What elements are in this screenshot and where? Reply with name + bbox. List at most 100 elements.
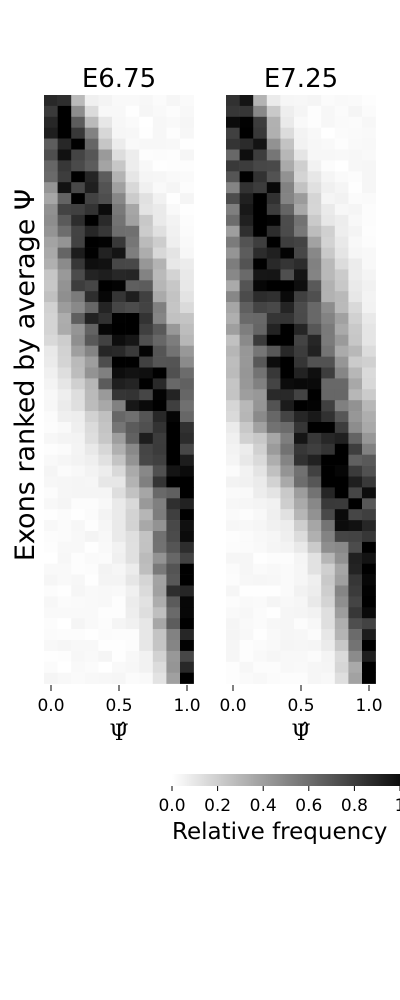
heatmap-cell xyxy=(57,302,72,314)
heatmap-cell xyxy=(71,629,86,641)
heatmap-cell xyxy=(84,487,99,499)
heatmap-cell xyxy=(348,204,363,216)
heatmap-cell xyxy=(348,618,363,630)
heatmap-cell xyxy=(280,650,295,663)
heatmap-cell xyxy=(280,345,295,357)
heatmap-cell xyxy=(307,531,322,543)
heatmap-cell xyxy=(266,258,281,270)
heatmap-cell xyxy=(307,204,322,216)
heatmap-cell xyxy=(44,531,58,543)
heatmap-cell xyxy=(57,225,72,237)
heatmap-cell xyxy=(334,476,349,488)
heatmap-cell xyxy=(348,116,363,128)
heatmap-cell xyxy=(139,607,154,619)
heatmap-cell xyxy=(226,629,240,641)
heatmap-cell xyxy=(112,400,126,412)
heatmap-cell xyxy=(44,225,58,237)
heatmap-cell xyxy=(321,105,336,118)
heatmap-cell xyxy=(71,400,86,412)
heatmap-cell xyxy=(334,302,349,314)
heatmap-cell xyxy=(348,291,363,303)
heatmap-cell xyxy=(57,443,72,455)
heatmap-cell xyxy=(98,520,113,532)
heatmap-cell xyxy=(44,607,58,619)
heatmap-cell xyxy=(152,225,167,237)
heatmap-cell xyxy=(44,367,58,379)
heatmap-cell xyxy=(239,345,254,357)
heatmap-cell xyxy=(266,291,281,303)
colorbar-tick-label: 0.8 xyxy=(341,796,368,816)
heatmap-cell xyxy=(226,182,240,194)
heatmap-cell xyxy=(112,160,126,172)
heatmap-cell xyxy=(253,378,268,390)
heatmap-cell xyxy=(71,509,86,521)
heatmap-cell xyxy=(253,422,268,434)
heatmap-cell xyxy=(84,552,99,564)
heatmap-cell xyxy=(125,400,140,412)
heatmap-cell xyxy=(57,247,72,259)
heatmap-cell xyxy=(112,225,126,237)
heatmap-cell xyxy=(98,236,113,248)
heatmap-cell xyxy=(253,193,268,205)
heatmap-cell xyxy=(334,214,349,227)
heatmap-cell xyxy=(84,214,99,227)
heatmap-cell xyxy=(98,214,113,227)
heatmap-cell xyxy=(57,454,72,466)
heatmap-cell xyxy=(139,214,154,227)
heatmap-cell xyxy=(362,498,376,510)
heatmap-cell xyxy=(321,149,336,161)
heatmap-cell xyxy=(125,334,140,346)
heatmap-cell xyxy=(57,334,72,346)
heatmap-cell xyxy=(112,596,126,608)
heatmap-cell xyxy=(280,236,295,248)
heatmap-cell xyxy=(180,400,194,412)
heatmap-cell xyxy=(180,389,194,401)
heatmap-cell xyxy=(226,541,240,554)
heatmap-cell xyxy=(112,204,126,216)
heatmap-cell xyxy=(239,672,254,684)
heatmap-cell xyxy=(239,411,254,423)
heatmap-cell xyxy=(112,607,126,619)
heatmap-cell xyxy=(226,661,240,673)
heatmap-cell xyxy=(266,280,281,292)
heatmap-cell xyxy=(57,563,72,575)
heatmap-cell xyxy=(334,563,349,575)
heatmap-cell xyxy=(321,661,336,673)
heatmap-cell xyxy=(348,171,363,183)
heatmap-cell xyxy=(239,650,254,663)
heatmap-cell xyxy=(125,116,140,128)
heatmap-cell xyxy=(226,280,240,292)
heatmap-cell xyxy=(112,269,126,281)
heatmap-cell xyxy=(226,574,240,586)
heatmap-cell xyxy=(253,334,268,346)
heatmap-cell xyxy=(253,618,268,630)
heatmap-cell xyxy=(152,214,167,227)
heatmap-cell xyxy=(71,302,86,314)
heatmap-cell xyxy=(334,345,349,357)
heatmap-cell xyxy=(139,291,154,303)
heatmap-cell xyxy=(44,182,58,194)
heatmap-cell xyxy=(166,95,181,107)
heatmap-cell xyxy=(307,356,322,368)
heatmap-cell xyxy=(294,476,308,488)
heatmap-cell xyxy=(84,607,99,619)
heatmap-cell xyxy=(362,411,376,423)
heatmap-cell xyxy=(84,585,99,597)
heatmap-cell xyxy=(139,171,154,183)
heatmap-cell xyxy=(280,400,295,412)
heatmap-cell xyxy=(334,323,349,336)
heatmap-cell xyxy=(84,531,99,543)
heatmap-cell xyxy=(239,640,254,652)
heatmap-cell xyxy=(294,378,308,390)
heatmap-cell xyxy=(348,629,363,641)
heatmap-cell xyxy=(44,465,58,477)
heatmap-cell xyxy=(239,367,254,379)
heatmap-cell xyxy=(253,432,268,445)
heatmap-cell xyxy=(348,149,363,161)
heatmap-cell xyxy=(334,574,349,586)
heatmap-cell xyxy=(307,640,322,652)
heatmap-cell xyxy=(226,465,240,477)
heatmap-cell xyxy=(112,411,126,423)
heatmap-cell xyxy=(152,280,167,292)
heatmap-cell xyxy=(180,204,194,216)
